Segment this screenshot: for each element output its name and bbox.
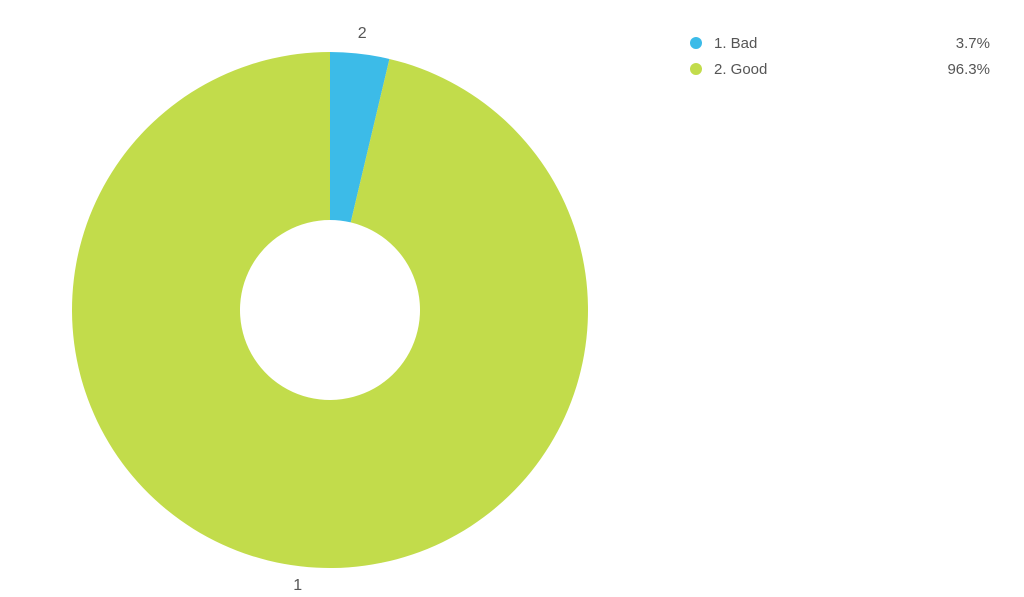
donut-chart: 21 [60,40,600,580]
legend-value-bad: 3.7% [930,35,990,52]
chart-stage: 21 1. Bad 3.7% 2. Good 96.3% [0,0,1024,597]
legend-item-good: 2. Good 96.3% [690,56,990,82]
legend-swatch-bad [690,37,702,49]
legend-label-bad: 1. Bad [714,35,930,52]
legend-label-good: 2. Good [714,61,930,78]
slice-label-good: 1 [293,577,302,595]
donut-slice-good [72,52,588,568]
slice-label-bad: 2 [358,25,367,43]
legend: 1. Bad 3.7% 2. Good 96.3% [690,30,990,82]
legend-swatch-good [690,63,702,75]
legend-item-bad: 1. Bad 3.7% [690,30,990,56]
legend-value-good: 96.3% [930,61,990,78]
